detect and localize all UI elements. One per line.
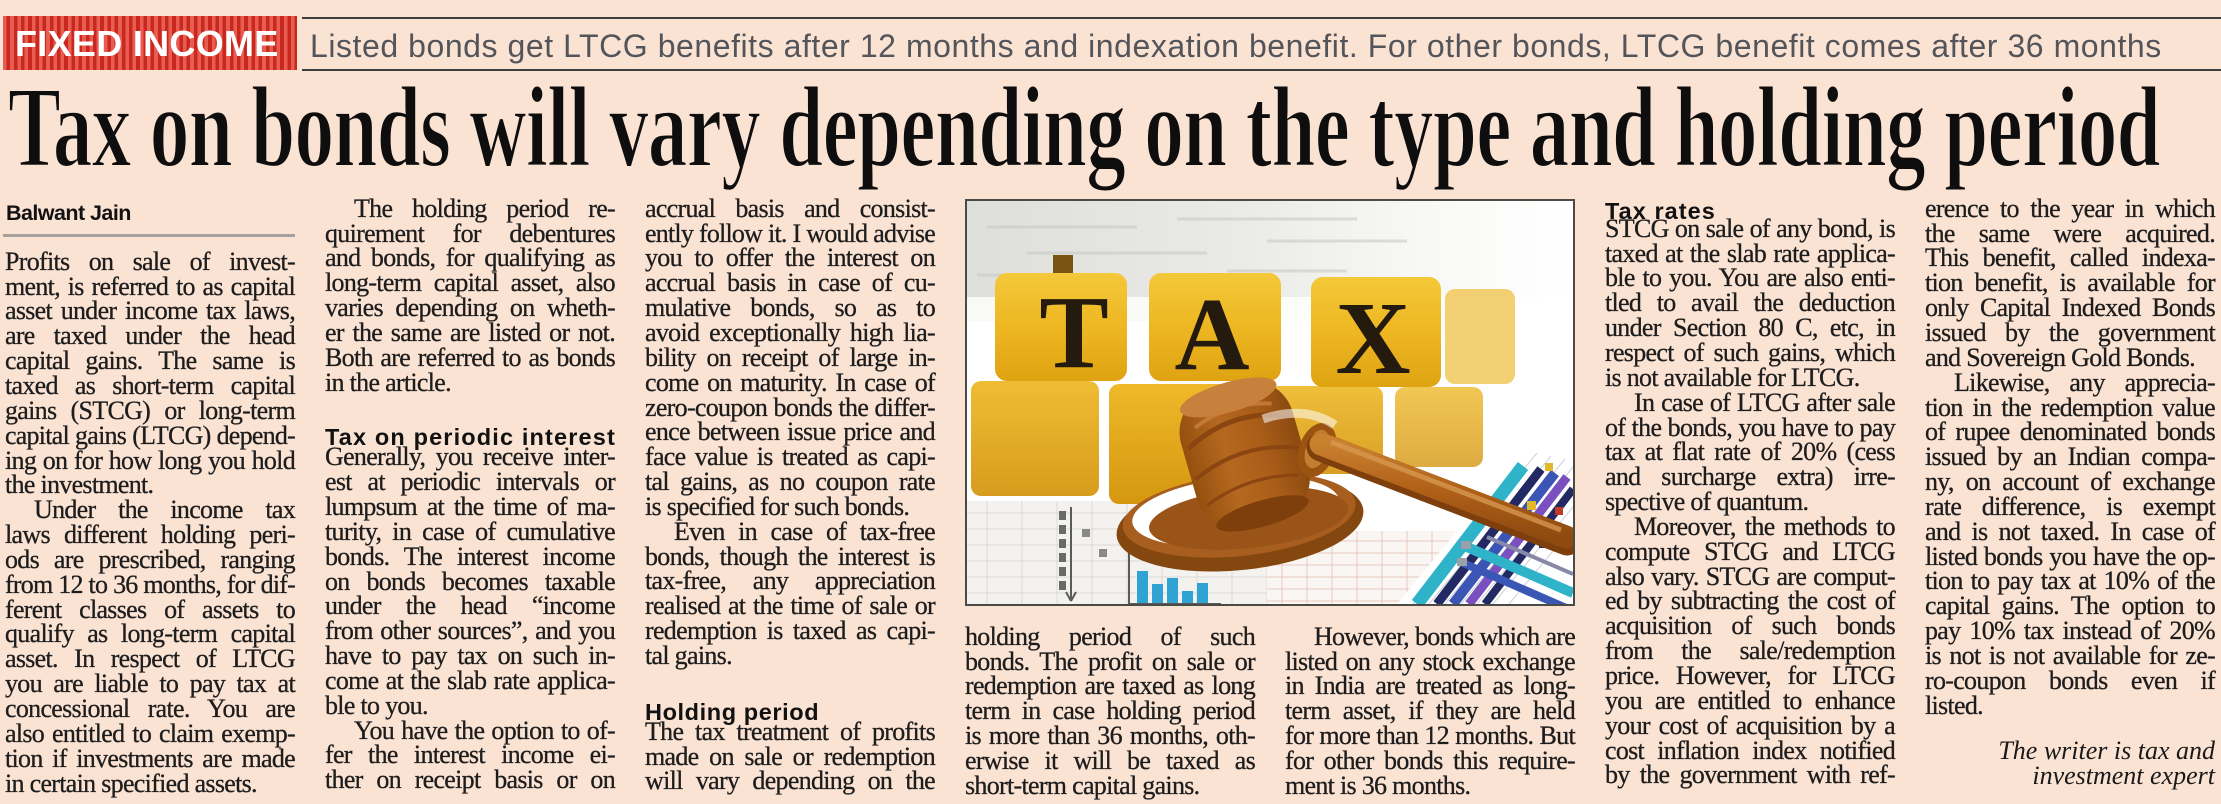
svg-text:T: T (1039, 275, 1108, 390)
svg-text:X: X (1335, 281, 1410, 396)
svg-text:A: A (1174, 277, 1249, 392)
